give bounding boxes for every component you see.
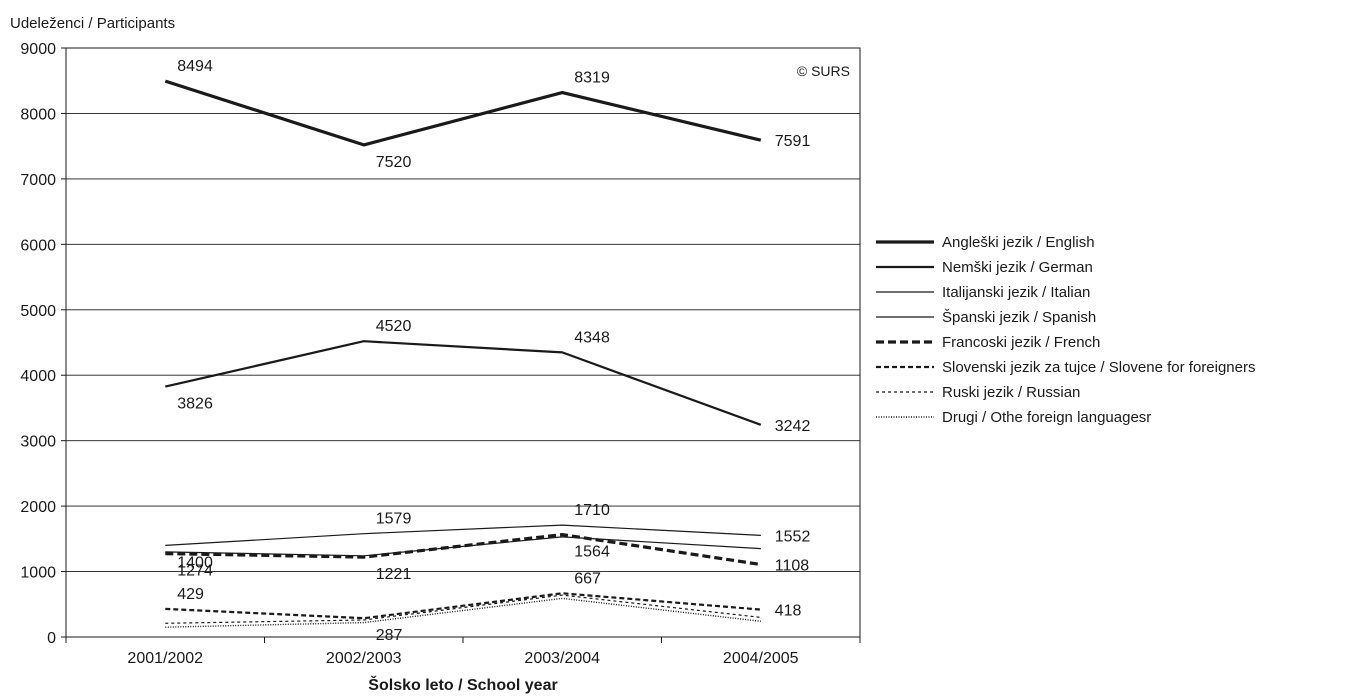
data-label: 4520: [376, 318, 412, 335]
x-tick-label: 2003/2004: [524, 650, 600, 667]
data-label: 1552: [775, 528, 811, 545]
y-tick-label: 1000: [20, 565, 56, 582]
series-line: [165, 594, 761, 624]
y-tick-label: 2000: [20, 499, 56, 516]
x-tick-label: 2001/2002: [127, 650, 203, 667]
x-tick-label: 2002/2003: [326, 650, 402, 667]
watermark: © SURS: [797, 63, 850, 79]
x-tick-label: 2004/2005: [723, 650, 799, 667]
legend-label: Francoski jezik / French: [942, 334, 1100, 351]
data-label: 429: [177, 586, 204, 603]
data-label: 1274: [177, 563, 213, 580]
y-tick-label: 7000: [20, 172, 56, 189]
series-line: [165, 597, 761, 628]
data-label: 3826: [177, 396, 213, 413]
data-label: 1400: [177, 554, 213, 571]
data-label: 8319: [574, 70, 610, 87]
y-tick-label: 9000: [20, 41, 56, 58]
series-line: [165, 592, 761, 620]
legend-label: Slovenski jezik za tujce / Slovene for f…: [942, 359, 1255, 376]
data-label: 8494: [177, 58, 213, 75]
y-tick-label: 0: [47, 630, 56, 647]
legend-label: Drugi / Othe foreign languagesr: [942, 409, 1151, 426]
legend-label: Nemški jezik / German: [942, 259, 1093, 276]
y-tick-label: 6000: [20, 237, 56, 254]
series-line: [165, 340, 762, 426]
series-line: [165, 524, 761, 546]
data-label: 287: [376, 627, 403, 644]
series-line: [165, 532, 762, 567]
legend-label: Italijanski jezik / Italian: [942, 284, 1090, 301]
data-label: 1221: [376, 566, 412, 583]
data-label: 1564: [574, 544, 610, 561]
data-label: 1579: [376, 511, 412, 528]
data-label: 667: [574, 570, 601, 587]
data-label: 7591: [775, 133, 811, 150]
y-axis-label: Udeleženci / Participants: [10, 15, 175, 32]
data-label: 418: [775, 603, 802, 620]
x-axis-label: Šolsko leto / School year: [368, 675, 557, 694]
legend-label: Angleški jezik / English: [942, 234, 1095, 251]
data-label: 1710: [574, 502, 610, 519]
data-label: 7520: [376, 154, 412, 171]
y-tick-label: 8000: [20, 106, 56, 123]
y-tick-label: 5000: [20, 303, 56, 320]
legend-label: Ruski jezik / Russian: [942, 384, 1080, 401]
data-label: 3242: [775, 418, 811, 435]
legend-label: Španski jezik / Spanish: [942, 309, 1096, 326]
y-tick-label: 4000: [20, 368, 56, 385]
data-label: 4348: [574, 329, 610, 346]
y-tick-label: 3000: [20, 434, 56, 451]
series-line: [164, 79, 762, 147]
data-label: 1108: [775, 557, 810, 574]
